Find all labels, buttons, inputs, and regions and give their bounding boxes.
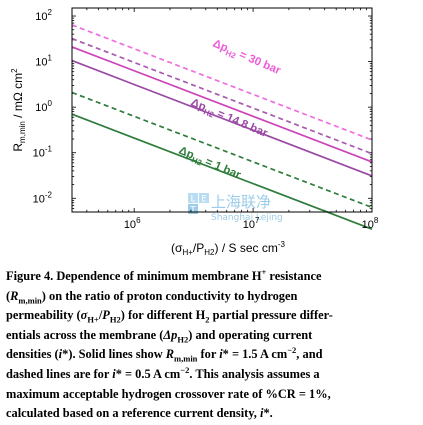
log-log-chart: L ET 上海联净 Shanghai Lejing 106 107 108 10-2 10-1 1… — [10, 7, 379, 257]
logo-letter-l: L — [190, 195, 195, 205]
caption-text: * = 0.5 A cm — [115, 366, 181, 381]
watermark-chinese: 上海联净 — [211, 193, 271, 211]
caption-text: + — [261, 266, 267, 277]
caption-text: R — [165, 347, 175, 362]
caption-text: H+ — [87, 314, 99, 325]
caption-text: *). Solid lines show — [62, 347, 166, 362]
series-line-solid-2 — [71, 59, 373, 177]
caption-text: partial pressure differ- — [209, 308, 333, 323]
y-tick-label: 10-2 — [33, 190, 53, 205]
caption-line: dashed lines are for i* = 0.5 A cm−2. Th… — [6, 365, 418, 385]
caption-line: entials across the membrane (ΔpH2) and o… — [6, 326, 418, 346]
caption-line: permeability (σH+/PH2) for different H2 … — [6, 306, 418, 326]
caption-text: m,min — [18, 295, 42, 306]
caption-text: H2 — [109, 314, 121, 325]
caption-text: σ — [80, 308, 88, 323]
logo-letter-t: T — [189, 206, 196, 216]
caption-text: H2 — [177, 334, 189, 345]
caption-text: resistance — [266, 269, 322, 283]
caption-line: (Rm,min) on the ratio of proton conducti… — [6, 287, 418, 307]
figure: L E T 上海联净 Shanghai Lejing 106 107 108 10-2 10-1 1… — [10, 7, 379, 257]
series-line-dashed-1 — [71, 24, 373, 141]
caption-text: ) for different H — [120, 308, 206, 323]
y-tick-label: 101 — [35, 54, 52, 69]
x-axis-label: (σH+/PH2) / S sec cm-3 — [171, 240, 285, 257]
caption-line: Figure 4. Dependence of minimum membrane… — [6, 267, 418, 287]
caption-text: i — [58, 347, 63, 362]
caption-text: P — [102, 308, 110, 323]
caption-text: ) on the ratio of proton conductivity to… — [41, 288, 298, 303]
y-tick-label: 10-1 — [33, 145, 53, 160]
caption-text: entials across the membrane ( — [6, 327, 164, 342]
caption-text: Δp — [163, 327, 178, 342]
figure-caption: Figure 4. Dependence of minimum membrane… — [6, 267, 418, 424]
caption-text: ( — [6, 288, 11, 303]
watermark-english: Shanghai Lejing — [211, 213, 283, 223]
caption-text: *. — [263, 406, 273, 421]
y-tick-label: 100 — [35, 99, 52, 114]
caption-text: . This analysis assumes a — [189, 366, 320, 381]
caption-line: densities (i*). Solid lines show Rm,min … — [6, 345, 418, 365]
caption-text: densities ( — [6, 347, 59, 362]
caption-text: dashed lines are for — [6, 366, 113, 381]
caption-text: i — [112, 366, 116, 381]
caption-text: i — [259, 406, 264, 421]
series-line-solid-4 — [71, 113, 373, 230]
annotation-dp-1: ΔpH2 = 14.8 bar — [188, 97, 270, 142]
caption-text: m,min — [174, 353, 198, 364]
series-line-dashed-5 — [71, 91, 373, 209]
series-line-solid-0 — [71, 46, 373, 163]
x-tick-label: 107 — [243, 216, 260, 231]
caption-text: 2 — [205, 314, 210, 325]
caption-line: maximum acceptable hydrogen crossover ra… — [6, 385, 418, 405]
caption-text: permeability ( — [6, 308, 81, 323]
x-tick-label: 106 — [124, 216, 141, 231]
caption-text: R — [10, 288, 19, 303]
series-line-dashed-3 — [71, 37, 373, 155]
caption-text: calculated based on a reference current … — [6, 406, 260, 421]
logo-letter-e: E — [201, 195, 207, 205]
y-tick-label: 102 — [35, 8, 52, 23]
caption-text: maximum acceptable hydrogen crossover ra… — [6, 386, 331, 401]
caption-text: i — [219, 347, 223, 362]
y-axis-label: Rm,min / mΩ cm2 — [10, 68, 27, 152]
logo-box-l — [188, 193, 198, 203]
logo-box-t — [188, 204, 198, 214]
x-tick-label: 108 — [362, 216, 379, 231]
caption-text: Figure 4. Dependence of minimum membrane… — [6, 269, 262, 283]
caption-line: calculated based on a reference current … — [6, 404, 418, 424]
logo-box-e — [199, 193, 209, 203]
annotation-dp-2: ΔpH2 = 1 bar — [176, 145, 243, 184]
plot-frame — [71, 7, 373, 213]
caption-text: for — [197, 347, 220, 362]
caption-text: / — [98, 308, 103, 323]
caption-text: −2 — [180, 364, 190, 375]
caption-text: , and — [296, 347, 323, 362]
caption-text: * = 1.5 A cm — [222, 347, 288, 362]
annotation-dp-0: ΔpH2 = 30 bar — [210, 38, 283, 79]
caption-text: −2 — [287, 345, 297, 356]
caption-text: ) and operating current — [188, 327, 313, 342]
watermark: L ET 上海联净 Shanghai Lejing — [188, 193, 283, 223]
